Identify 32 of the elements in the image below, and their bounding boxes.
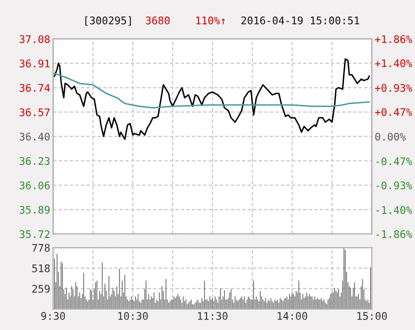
- y-tick-label: 778: [32, 244, 50, 252]
- y2-tick-label: +1.40%: [375, 59, 412, 68]
- text: 2016-04-19 15:00:51: [241, 16, 360, 24]
- y2-tick-label: -0.47%: [376, 157, 412, 166]
- x-tick-label: 15:00: [357, 312, 387, 320]
- y2-tick-label: -1.40%: [376, 206, 412, 214]
- y2-tick-label: +1.86%: [375, 35, 412, 44]
- y-tick-label: 36.91: [20, 60, 50, 68]
- text: [300295]: [85, 16, 131, 26]
- y2-tick-label: +0.47%: [375, 108, 412, 116]
- y2-tick-label: -0.93%: [376, 181, 412, 190]
- y-tick-label: 518: [32, 264, 50, 272]
- y-tick-label: 35.72: [20, 230, 50, 238]
- y-tick-label: 36.23: [20, 157, 50, 165]
- x-tick-label: 14:00: [278, 312, 308, 320]
- text: 110%↑: [196, 16, 225, 24]
- y-tick-label: 35.89: [20, 206, 50, 214]
- y2-tick-label: -1.86%: [376, 230, 412, 238]
- y-tick-label: 36.74: [20, 84, 50, 92]
- y-tick-label: 37.08: [20, 35, 50, 44]
- x-tick-label: 11:30: [198, 312, 228, 320]
- line-series: [54, 72, 370, 108]
- y-tick-label: 259: [32, 284, 50, 293]
- line-series: [54, 58, 370, 140]
- y2-tick-label: 0.00%: [375, 132, 406, 141]
- x-tick-label: 10:30: [118, 312, 148, 320]
- y-tick-label: 36.57: [20, 108, 50, 116]
- y-tick-label: 36.06: [20, 181, 50, 190]
- y-tick-label: 36.40: [20, 132, 50, 141]
- x-tick-label: 9:30: [41, 312, 65, 320]
- y2-tick-label: +0.93%: [375, 84, 412, 92]
- text: 3680: [146, 16, 170, 24]
